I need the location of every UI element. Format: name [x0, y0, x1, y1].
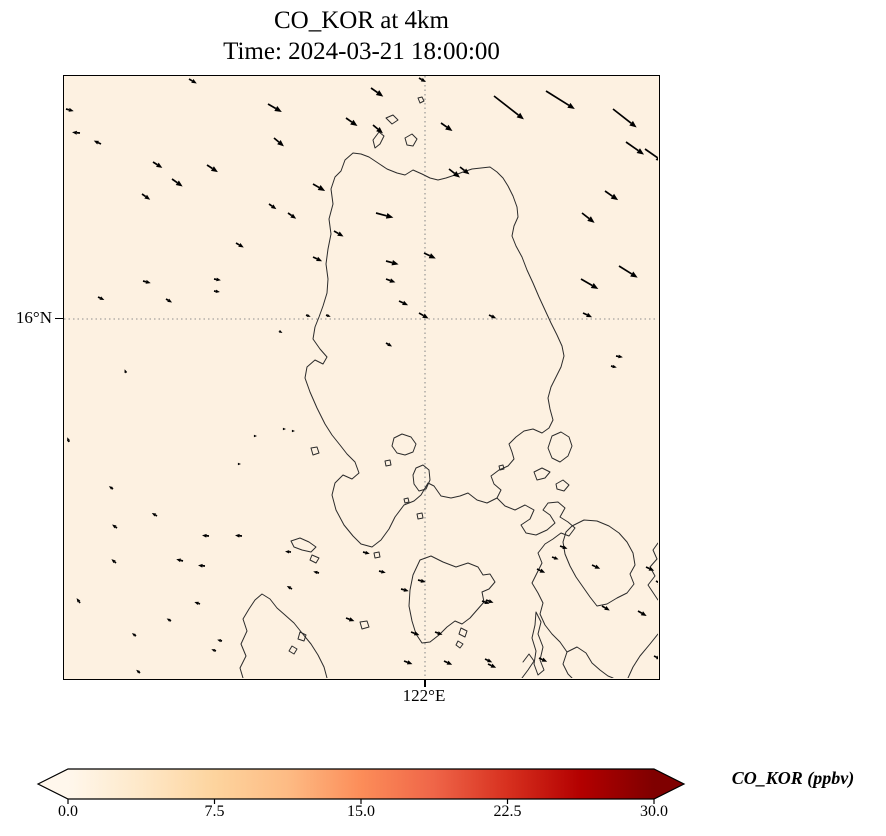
coastline-bicol: [496, 497, 576, 678]
islet: [403, 497, 410, 504]
coastline-catanduanes: [562, 519, 636, 607]
coastline-ticao: [531, 611, 545, 676]
colorbar-bar: [36, 768, 686, 800]
coastline-alabat: [412, 464, 431, 492]
islet: [310, 446, 320, 456]
islet: [309, 554, 320, 564]
colorbar-tick-marks: [67, 799, 655, 804]
coastline-polillo: [547, 431, 573, 463]
coastline-laguna-lake: [391, 433, 417, 456]
coastline-layer: [239, 96, 658, 678]
islet: [373, 551, 381, 559]
map-svg: [64, 76, 658, 678]
islet: [533, 467, 551, 481]
coastline-lubang: [290, 537, 317, 553]
islet: [385, 114, 399, 125]
map-plot: [63, 75, 660, 680]
xtick-mark: [424, 680, 426, 687]
coastline-babuyan: [372, 131, 385, 149]
coastline-marinduque: [408, 555, 496, 644]
gridlines: [64, 76, 658, 678]
colorbar-tick-label: 0.0: [58, 803, 78, 820]
islet: [416, 512, 424, 520]
colorbar-tick-label: 15.0: [347, 803, 375, 820]
colorbar-tick-label: 7.5: [204, 803, 225, 820]
islet: [359, 620, 370, 630]
islet: [555, 479, 570, 492]
colorbar: [36, 768, 686, 804]
islet: [455, 640, 464, 649]
islet: [297, 631, 307, 642]
coastline-burias: [521, 653, 535, 678]
colorbar-label: CO_KOR (ppbv): [731, 768, 855, 788]
coastline-babuyan: [404, 133, 418, 147]
coastline-bicol-east: [566, 646, 614, 678]
islet: [417, 96, 425, 104]
coastline-luzon: [304, 152, 565, 548]
islet: [288, 645, 298, 655]
colorbar-tick-label: 30.0: [640, 803, 668, 820]
ytick-label-16n: 16°N: [15, 308, 52, 327]
ytick-mark: [55, 317, 63, 320]
coastline-right-bottom: [627, 633, 658, 678]
figure-title-line1: CO_KOR at 4km: [274, 7, 449, 34]
islet: [458, 627, 468, 638]
islet: [498, 464, 505, 471]
islet: [384, 459, 392, 467]
xtick-label-122e: 122°E: [402, 686, 446, 705]
colorbar-tick-label: 22.5: [493, 803, 522, 820]
wind-arrow-layer: [65, 77, 658, 674]
coastline-right-edge: [647, 542, 658, 601]
figure-title: CO_KOR at 4km Time: 2024-03-21 18:00:00: [63, 5, 660, 67]
coastline-mindoro: [239, 593, 328, 678]
figure-title-line2: Time: 2024-03-21 18:00:00: [223, 38, 500, 65]
